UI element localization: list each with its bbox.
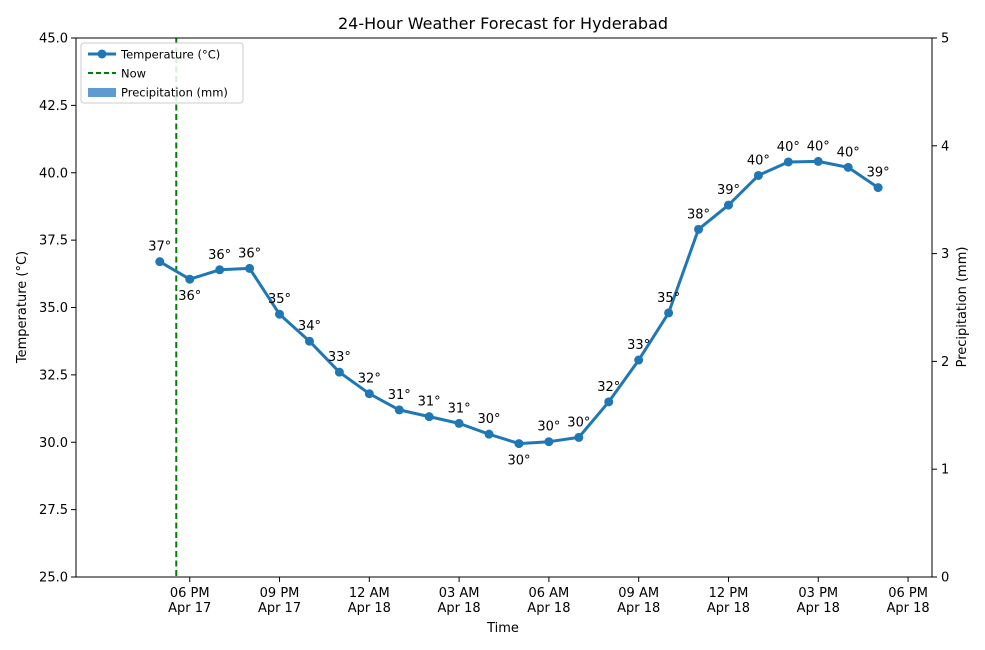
x-tick-time-label: 06 PM (170, 586, 210, 601)
x-tick-time-label: 09 PM (260, 586, 300, 601)
temperature-point (813, 156, 823, 166)
temperature-point (245, 263, 255, 273)
x-tick-time-label: 09 AM (618, 586, 659, 601)
x-tick-date-label: Apr 18 (797, 601, 840, 616)
y-tick-label: 42.5 (39, 99, 68, 114)
temperature-data-label: 30° (537, 420, 560, 435)
temperature-point (634, 355, 644, 365)
y-right-tick-label: 1 (941, 463, 949, 478)
temperature-point (334, 367, 344, 377)
y-right-tick-label: 0 (941, 571, 949, 586)
temperature-point (275, 309, 285, 319)
x-tick-date-label: Apr 17 (168, 601, 211, 616)
temperature-point (843, 162, 853, 172)
temperature-data-label: 39° (867, 166, 890, 181)
temperature-point (873, 183, 883, 193)
temperature-data-label: 30° (567, 415, 590, 430)
y-tick-label: 30.0 (39, 436, 68, 451)
temperature-point (544, 437, 554, 447)
temperature-point (215, 265, 225, 275)
temperature-point (514, 439, 524, 449)
temperature-data-label: 30° (507, 454, 530, 469)
y-tick-label: 45.0 (39, 32, 68, 47)
x-tick-time-label: 12 PM (709, 586, 749, 601)
temperature-data-label: 32° (358, 372, 381, 387)
y-tick-label: 27.5 (39, 503, 68, 518)
temperature-point (394, 405, 404, 415)
x-tick-date-label: Apr 18 (527, 601, 570, 616)
y-right-tick-label: 4 (941, 139, 949, 154)
y-right-tick-label: 3 (941, 247, 949, 262)
y-tick-label: 25.0 (39, 571, 68, 586)
temperature-point (694, 224, 704, 234)
temperature-data-label: 36° (208, 248, 231, 263)
x-tick-time-label: 03 PM (798, 586, 838, 601)
x-axis-label: Time (486, 621, 519, 636)
temperature-data-label: 33° (328, 350, 351, 365)
temperature-point (753, 170, 763, 180)
legend-precipitation-label: Precipitation (mm) (121, 86, 228, 100)
y-axis-label: Temperature (°C) (15, 251, 30, 364)
temperature-point (723, 200, 733, 210)
temperature-point (574, 432, 584, 442)
legend-temperature-label: Temperature (°C) (120, 48, 220, 62)
temperature-data-label: 40° (807, 139, 830, 154)
temperature-point (604, 397, 614, 407)
legend-temperature-marker (97, 49, 107, 59)
temperature-data-label: 37° (148, 240, 171, 255)
legend-now-label: Now (121, 67, 146, 81)
temperature-data-label: 31° (388, 388, 411, 403)
legend-box (80, 42, 244, 104)
y-tick-label: 40.0 (39, 166, 68, 181)
x-tick-date-label: Apr 18 (617, 601, 660, 616)
temperature-data-label: 38° (687, 207, 710, 222)
temperature-point (364, 389, 374, 399)
temperature-data-label: 36° (238, 246, 261, 261)
y-tick-label: 35.0 (39, 301, 68, 316)
x-tick-time-label: 12 AM (349, 586, 390, 601)
x-tick-date-label: Apr 18 (707, 601, 750, 616)
temperature-data-label: 35° (268, 292, 291, 307)
y-right-tick-label: 5 (941, 32, 949, 47)
temperature-data-label: 40° (777, 140, 800, 155)
temperature-point (664, 308, 674, 318)
y-tick-label: 37.5 (39, 234, 68, 249)
x-tick-date-label: Apr 18 (886, 601, 929, 616)
temperature-point (454, 418, 464, 428)
temperature-point (185, 274, 195, 284)
temperature-data-label: 32° (597, 380, 620, 395)
temperature-data-label: 31° (448, 401, 471, 416)
x-tick-date-label: Apr 18 (438, 601, 481, 616)
temperature-point (424, 412, 434, 422)
temperature-data-label: 39° (717, 183, 740, 198)
legend-precipitation-swatch (88, 88, 116, 97)
temperature-point (783, 157, 793, 167)
x-tick-date-label: Apr 18 (348, 601, 391, 616)
temperature-data-label: 33° (627, 338, 650, 353)
temperature-data-label: 35° (657, 291, 680, 306)
x-tick-time-label: 06 AM (528, 586, 569, 601)
temperature-data-label: 30° (478, 412, 501, 427)
y-axis-right-label: Precipitation (mm) (955, 247, 970, 368)
x-tick-time-label: 06 PM (888, 586, 928, 601)
x-tick-time-label: 03 AM (439, 586, 480, 601)
temperature-point (155, 257, 165, 267)
x-tick-date-label: Apr 17 (258, 601, 301, 616)
plot-area (76, 38, 932, 577)
legend: Temperature (°C) Now Precipitation (mm) (80, 42, 244, 104)
temperature-data-label: 40° (747, 153, 770, 168)
y-tick-label: 32.5 (39, 368, 68, 383)
y-right-tick-label: 2 (941, 355, 949, 370)
chart-title: 24-Hour Weather Forecast for Hyderabad (338, 14, 668, 33)
temperature-data-label: 31° (418, 395, 441, 410)
temperature-point (484, 429, 494, 439)
temperature-data-label: 34° (298, 319, 321, 334)
temperature-data-label: 36° (178, 289, 201, 304)
temperature-data-label: 40° (837, 145, 860, 160)
temperature-point (304, 336, 314, 346)
